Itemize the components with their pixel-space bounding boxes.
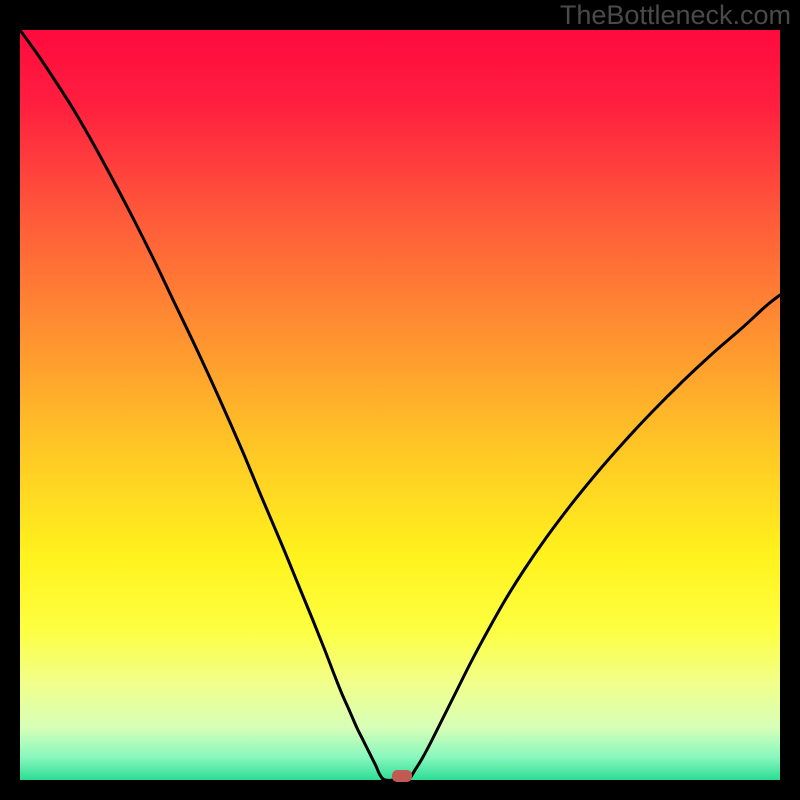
bottleneck-curve — [20, 30, 780, 781]
bottleneck-chart: TheBottleneck.com — [0, 0, 800, 800]
optimum-marker — [392, 770, 412, 782]
curve-layer — [0, 0, 800, 800]
watermark-text: TheBottleneck.com — [560, 0, 791, 31]
